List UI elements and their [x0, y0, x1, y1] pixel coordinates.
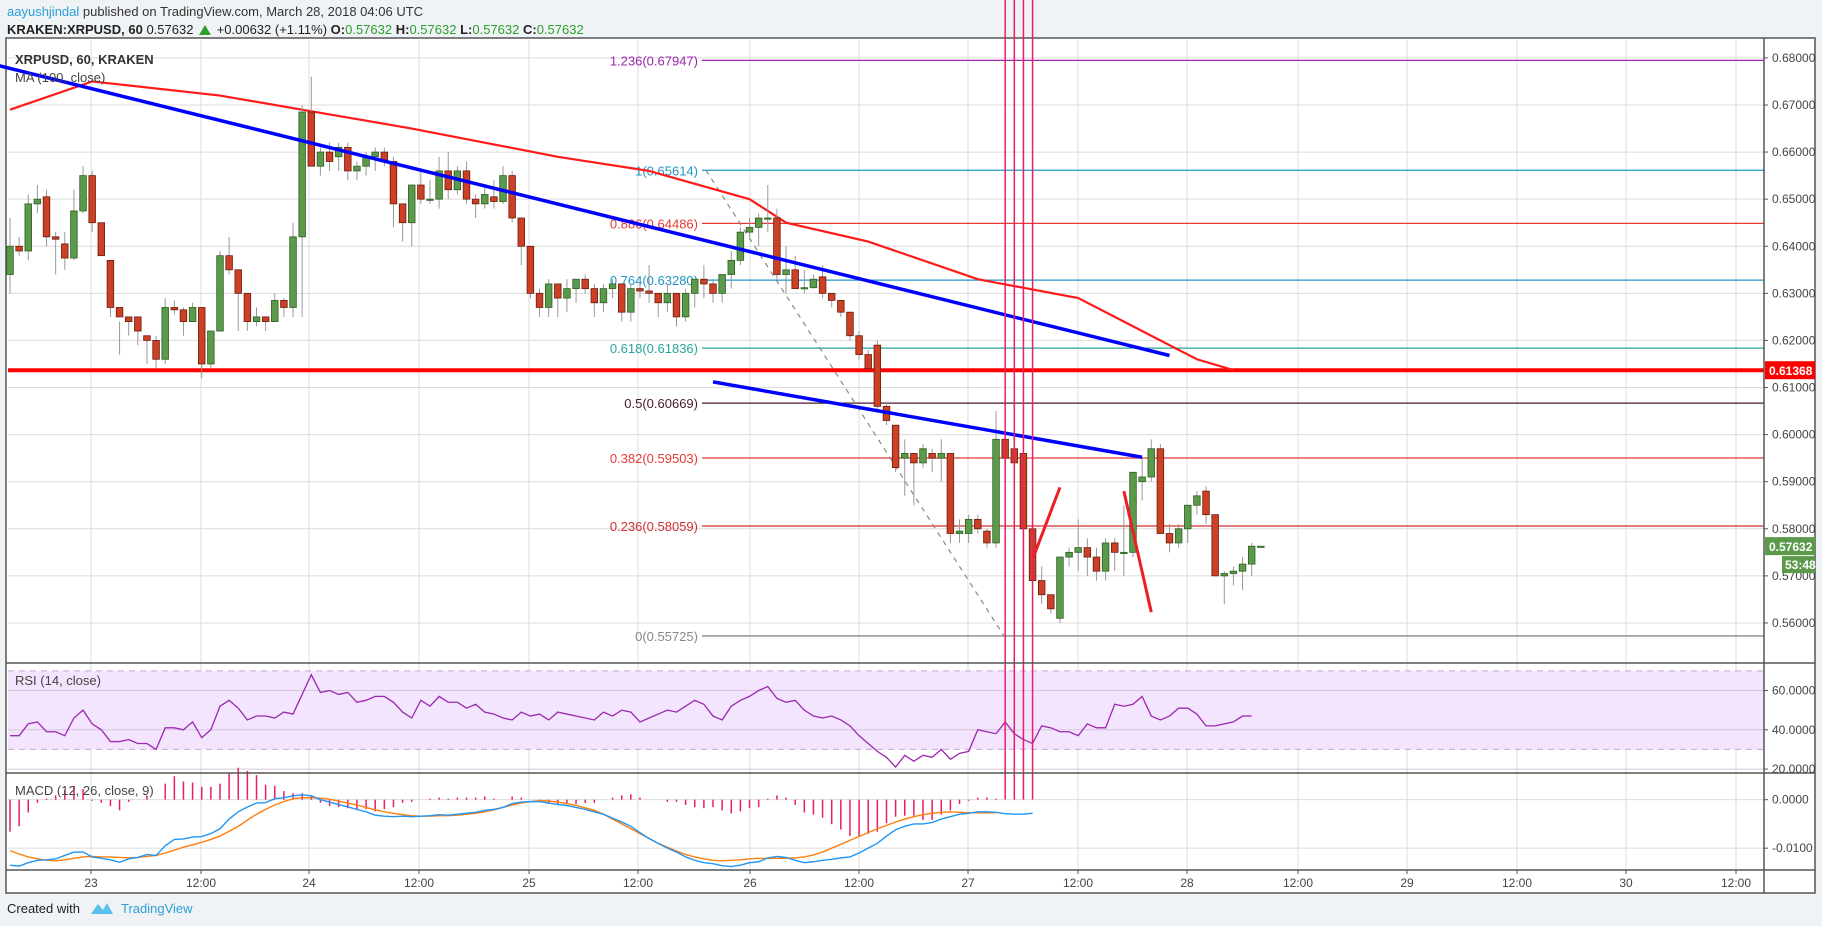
svg-text:12:00: 12:00 — [1721, 876, 1751, 890]
svg-text:26: 26 — [743, 876, 757, 890]
open-label: O: — [330, 22, 346, 37]
macd-legend: MACD (12, 26, close, 9) — [15, 783, 154, 798]
trendlines[interactable] — [0, 39, 1170, 459]
svg-text:12:00: 12:00 — [623, 876, 653, 890]
symbol-info: KRAKEN:XRPUSD, 60 0.57632 +0.00632 (+1.1… — [7, 22, 584, 37]
svg-text:0.382(0.59503): 0.382(0.59503) — [610, 451, 698, 466]
svg-text:25: 25 — [522, 876, 536, 890]
svg-text:0.61368: 0.61368 — [1769, 364, 1813, 378]
svg-text:0.61000: 0.61000 — [1772, 381, 1816, 395]
svg-text:0.60000: 0.60000 — [1772, 428, 1816, 442]
svg-text:0.5(0.60669): 0.5(0.60669) — [624, 396, 698, 411]
svg-text:24: 24 — [302, 876, 316, 890]
svg-text:0.57632: 0.57632 — [1769, 540, 1813, 554]
high-label: H: — [395, 22, 410, 37]
svg-text:12:00: 12:00 — [404, 876, 434, 890]
created-with-text: Created with — [7, 901, 80, 916]
low-value: 0.57632 — [472, 22, 520, 37]
svg-text:0.68000: 0.68000 — [1772, 51, 1816, 65]
chart-frame — [5, 37, 1816, 894]
ma-100-line — [9, 80, 1234, 372]
published-text: published on TradingView.com, March 28, … — [82, 4, 424, 19]
price-change: +0.00632 (+1.11%) — [216, 22, 328, 37]
low-label: L: — [460, 22, 473, 37]
rsi-legend: RSI (14, close) — [15, 673, 101, 688]
svg-text:28: 28 — [1180, 876, 1194, 890]
svg-text:40.0000: 40.0000 — [1772, 723, 1816, 737]
svg-text:0(0.55725): 0(0.55725) — [635, 629, 698, 644]
svg-text:0.764(0.63280): 0.764(0.63280) — [610, 273, 698, 288]
svg-text:1(0.65614): 1(0.65614) — [635, 163, 698, 178]
svg-text:30: 30 — [1619, 876, 1633, 890]
svg-text:53:48: 53:48 — [1785, 558, 1816, 572]
close-value: 0.57632 — [536, 22, 584, 37]
svg-text:0.65000: 0.65000 — [1772, 192, 1816, 206]
svg-text:0.236(0.58059): 0.236(0.58059) — [610, 519, 698, 534]
ma-legend: MA (100, close) — [15, 70, 105, 85]
up-arrow-icon — [199, 25, 212, 35]
svg-text:20.0000: 20.0000 — [1772, 762, 1816, 776]
svg-text:12:00: 12:00 — [186, 876, 216, 890]
symbol-label: KRAKEN:XRPUSD, 60 — [7, 22, 143, 37]
svg-text:27: 27 — [961, 876, 975, 890]
svg-text:-0.0100: -0.0100 — [1772, 841, 1813, 855]
close-label: C: — [522, 22, 537, 37]
svg-text:0.63000: 0.63000 — [1772, 286, 1816, 300]
svg-text:0.67000: 0.67000 — [1772, 98, 1816, 112]
svg-text:0.64000: 0.64000 — [1772, 239, 1816, 253]
svg-text:0.62000: 0.62000 — [1772, 333, 1816, 347]
svg-text:0.886(0.64486): 0.886(0.64486) — [610, 216, 698, 231]
svg-text:0.56000: 0.56000 — [1772, 616, 1816, 630]
svg-text:1.236(0.67947): 1.236(0.67947) — [610, 53, 698, 68]
svg-text:60.0000: 60.0000 — [1772, 684, 1816, 698]
svg-text:0.66000: 0.66000 — [1772, 145, 1816, 159]
svg-text:12:00: 12:00 — [1502, 876, 1532, 890]
author-link[interactable]: aayushjindal — [7, 4, 80, 19]
open-value: 0.57632 — [345, 22, 393, 37]
rsi-line — [10, 673, 1252, 769]
svg-text:29: 29 — [1400, 876, 1414, 890]
annotation-arrows[interactable] — [1031, 486, 1153, 613]
axes: 23 12:00 24 12:00 25 12:00 26 12:00 27 12:00 28 12:… — [6, 38, 1816, 893]
high-value: 0.57632 — [409, 22, 457, 37]
svg-text:0.0000: 0.0000 — [1772, 793, 1809, 807]
support-line[interactable]: 0.61368 — [8, 361, 1815, 380]
tradingview-logo-icon — [90, 903, 113, 914]
tradingview-link[interactable]: TradingView — [121, 901, 193, 916]
svg-text:12:00: 12:00 — [1063, 876, 1093, 890]
rsi-band — [8, 670, 1764, 770]
svg-text:12:00: 12:00 — [844, 876, 874, 890]
last-price: 0.57632 — [146, 22, 194, 37]
svg-text:0.59000: 0.59000 — [1772, 475, 1816, 489]
footer: Created with TradingView — [7, 900, 193, 916]
price-pane-title: XRPUSD, 60, KRAKEN — [15, 52, 154, 67]
svg-text:23: 23 — [84, 876, 98, 890]
publish-info: aayushjindal published on TradingView.co… — [7, 4, 423, 19]
svg-text:0.618(0.61836): 0.618(0.61836) — [610, 341, 698, 356]
svg-text:12:00: 12:00 — [1283, 876, 1313, 890]
fibonacci-retracement[interactable]: 1.236(0.67947) 1(0.65614) 0.886(0.64486) 0.… — [610, 53, 1764, 644]
svg-text:0.58000: 0.58000 — [1772, 522, 1816, 536]
macd-indicator — [9, 0, 1034, 868]
